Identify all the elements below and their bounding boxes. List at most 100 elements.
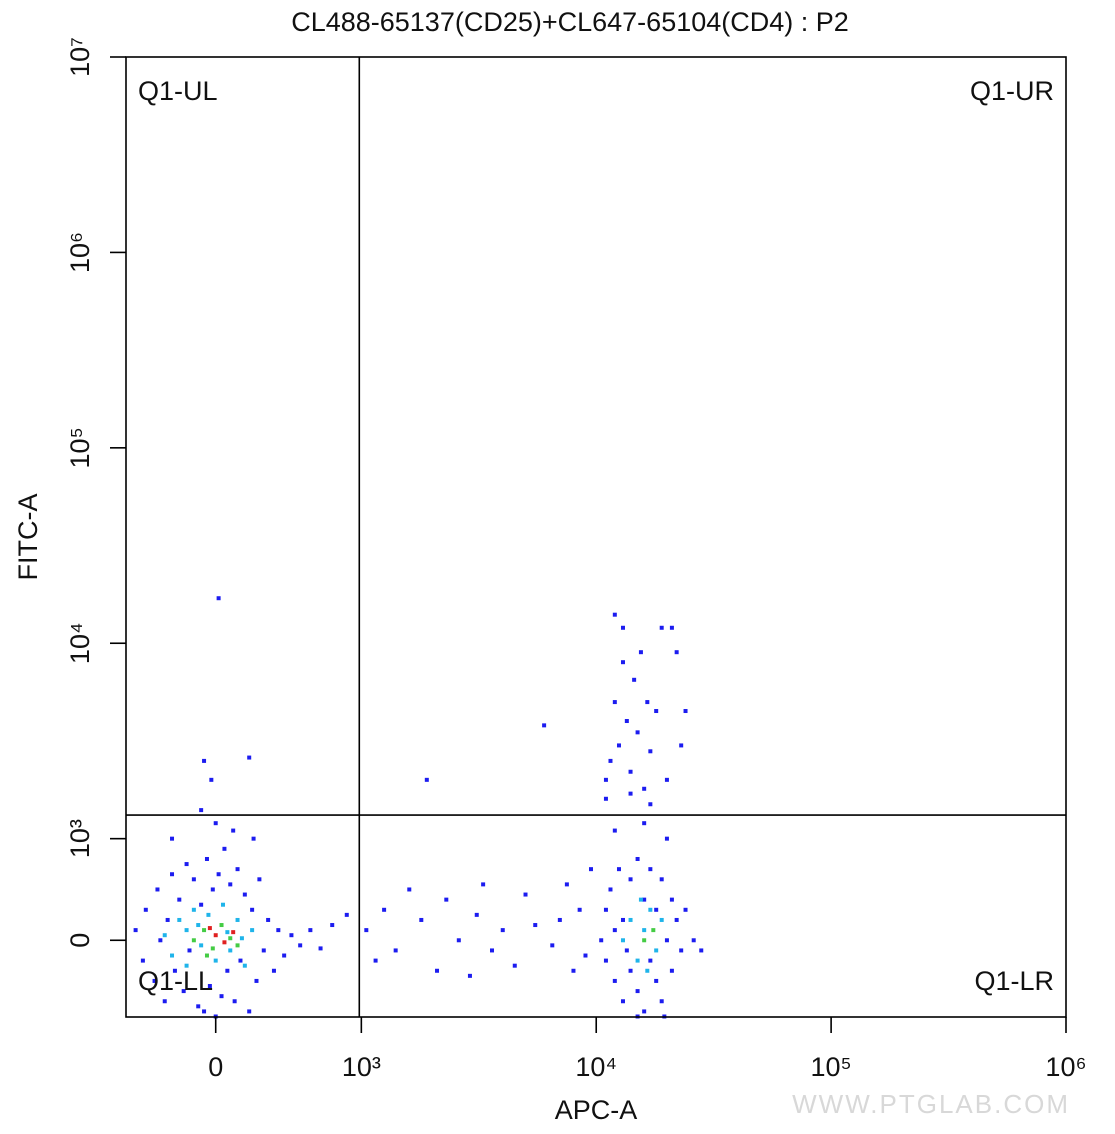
data-point xyxy=(318,946,323,951)
data-point xyxy=(133,928,138,933)
quadrant-label: Q1-UL xyxy=(138,76,218,106)
data-point xyxy=(344,912,349,917)
x-axis-label: APC-A xyxy=(555,1095,638,1125)
data-point xyxy=(467,973,472,978)
data-point xyxy=(210,887,215,892)
data-point xyxy=(679,948,684,953)
data-point xyxy=(699,948,704,953)
data-point xyxy=(603,958,608,963)
data-point xyxy=(177,917,182,922)
data-point xyxy=(635,958,640,963)
data-point xyxy=(184,963,189,968)
data-point xyxy=(231,930,236,935)
data-point xyxy=(289,933,294,938)
data-point xyxy=(632,677,637,682)
data-point xyxy=(266,917,271,922)
data-point xyxy=(250,907,255,912)
data-point xyxy=(620,938,625,943)
data-point xyxy=(202,1009,207,1014)
data-point xyxy=(500,928,505,933)
data-point xyxy=(219,923,224,928)
data-point xyxy=(254,978,259,983)
data-point xyxy=(603,796,608,801)
data-point xyxy=(674,650,679,655)
data-point xyxy=(669,625,674,630)
data-point xyxy=(222,846,227,851)
data-point xyxy=(247,1009,252,1014)
data-point xyxy=(219,994,224,999)
data-point xyxy=(177,897,182,902)
data-point xyxy=(679,743,684,748)
data-point xyxy=(648,958,653,963)
data-point xyxy=(216,596,221,601)
data-point xyxy=(228,936,233,941)
data-point xyxy=(638,650,643,655)
quadrant-label: Q1-LR xyxy=(974,966,1054,996)
data-point xyxy=(533,923,538,928)
data-point xyxy=(481,882,486,887)
data-point xyxy=(196,923,201,928)
y-tick-label: 10³ xyxy=(65,819,95,858)
data-point xyxy=(419,917,424,922)
data-point xyxy=(382,907,387,912)
data-point xyxy=(276,928,281,933)
data-point xyxy=(206,912,211,917)
data-point xyxy=(199,808,204,813)
data-point xyxy=(683,709,688,714)
data-point xyxy=(162,999,167,1004)
data-point xyxy=(282,953,287,958)
data-point xyxy=(659,625,664,630)
data-point xyxy=(642,821,647,826)
data-point xyxy=(158,938,163,943)
data-point xyxy=(654,978,659,983)
data-point xyxy=(235,917,240,922)
x-tick-label: 10⁵ xyxy=(810,1052,851,1082)
watermark: WWW.PTGLAB.COM xyxy=(792,1089,1070,1119)
data-point xyxy=(645,700,650,705)
data-point xyxy=(664,938,669,943)
data-point xyxy=(523,892,528,897)
data-point xyxy=(612,828,617,833)
data-point xyxy=(638,897,643,902)
data-point xyxy=(225,930,230,935)
data-point xyxy=(257,877,262,882)
data-point xyxy=(512,963,517,968)
data-point xyxy=(170,953,175,958)
data-point xyxy=(140,958,145,963)
data-point xyxy=(216,872,221,877)
data-point xyxy=(225,968,230,973)
data-point xyxy=(635,989,640,994)
data-point xyxy=(608,758,613,763)
data-point xyxy=(557,917,562,922)
data-point xyxy=(162,933,167,938)
data-point xyxy=(628,917,633,922)
plot-frame xyxy=(125,56,1067,1018)
data-point xyxy=(239,936,244,941)
quadrant-label: Q1-UR xyxy=(970,76,1054,106)
data-point xyxy=(373,958,378,963)
data-point xyxy=(232,999,237,1004)
data-point xyxy=(210,946,215,951)
data-point xyxy=(583,953,588,958)
data-point xyxy=(564,882,569,887)
data-point xyxy=(664,836,669,841)
data-point xyxy=(235,943,240,948)
data-point xyxy=(187,948,192,953)
data-point xyxy=(612,928,617,933)
data-point xyxy=(642,928,647,933)
data-point xyxy=(635,856,640,861)
data-point xyxy=(143,907,148,912)
data-point xyxy=(612,978,617,983)
data-point xyxy=(242,963,247,968)
data-point xyxy=(202,928,207,933)
data-point xyxy=(612,612,617,617)
data-point xyxy=(550,943,555,948)
data-point xyxy=(204,856,209,861)
data-point xyxy=(228,882,233,887)
x-tick-label: 10⁶ xyxy=(1045,1052,1086,1082)
data-point xyxy=(308,928,313,933)
data-point xyxy=(674,917,679,922)
data-point xyxy=(165,917,170,922)
data-point xyxy=(620,660,625,665)
data-point xyxy=(170,872,175,877)
